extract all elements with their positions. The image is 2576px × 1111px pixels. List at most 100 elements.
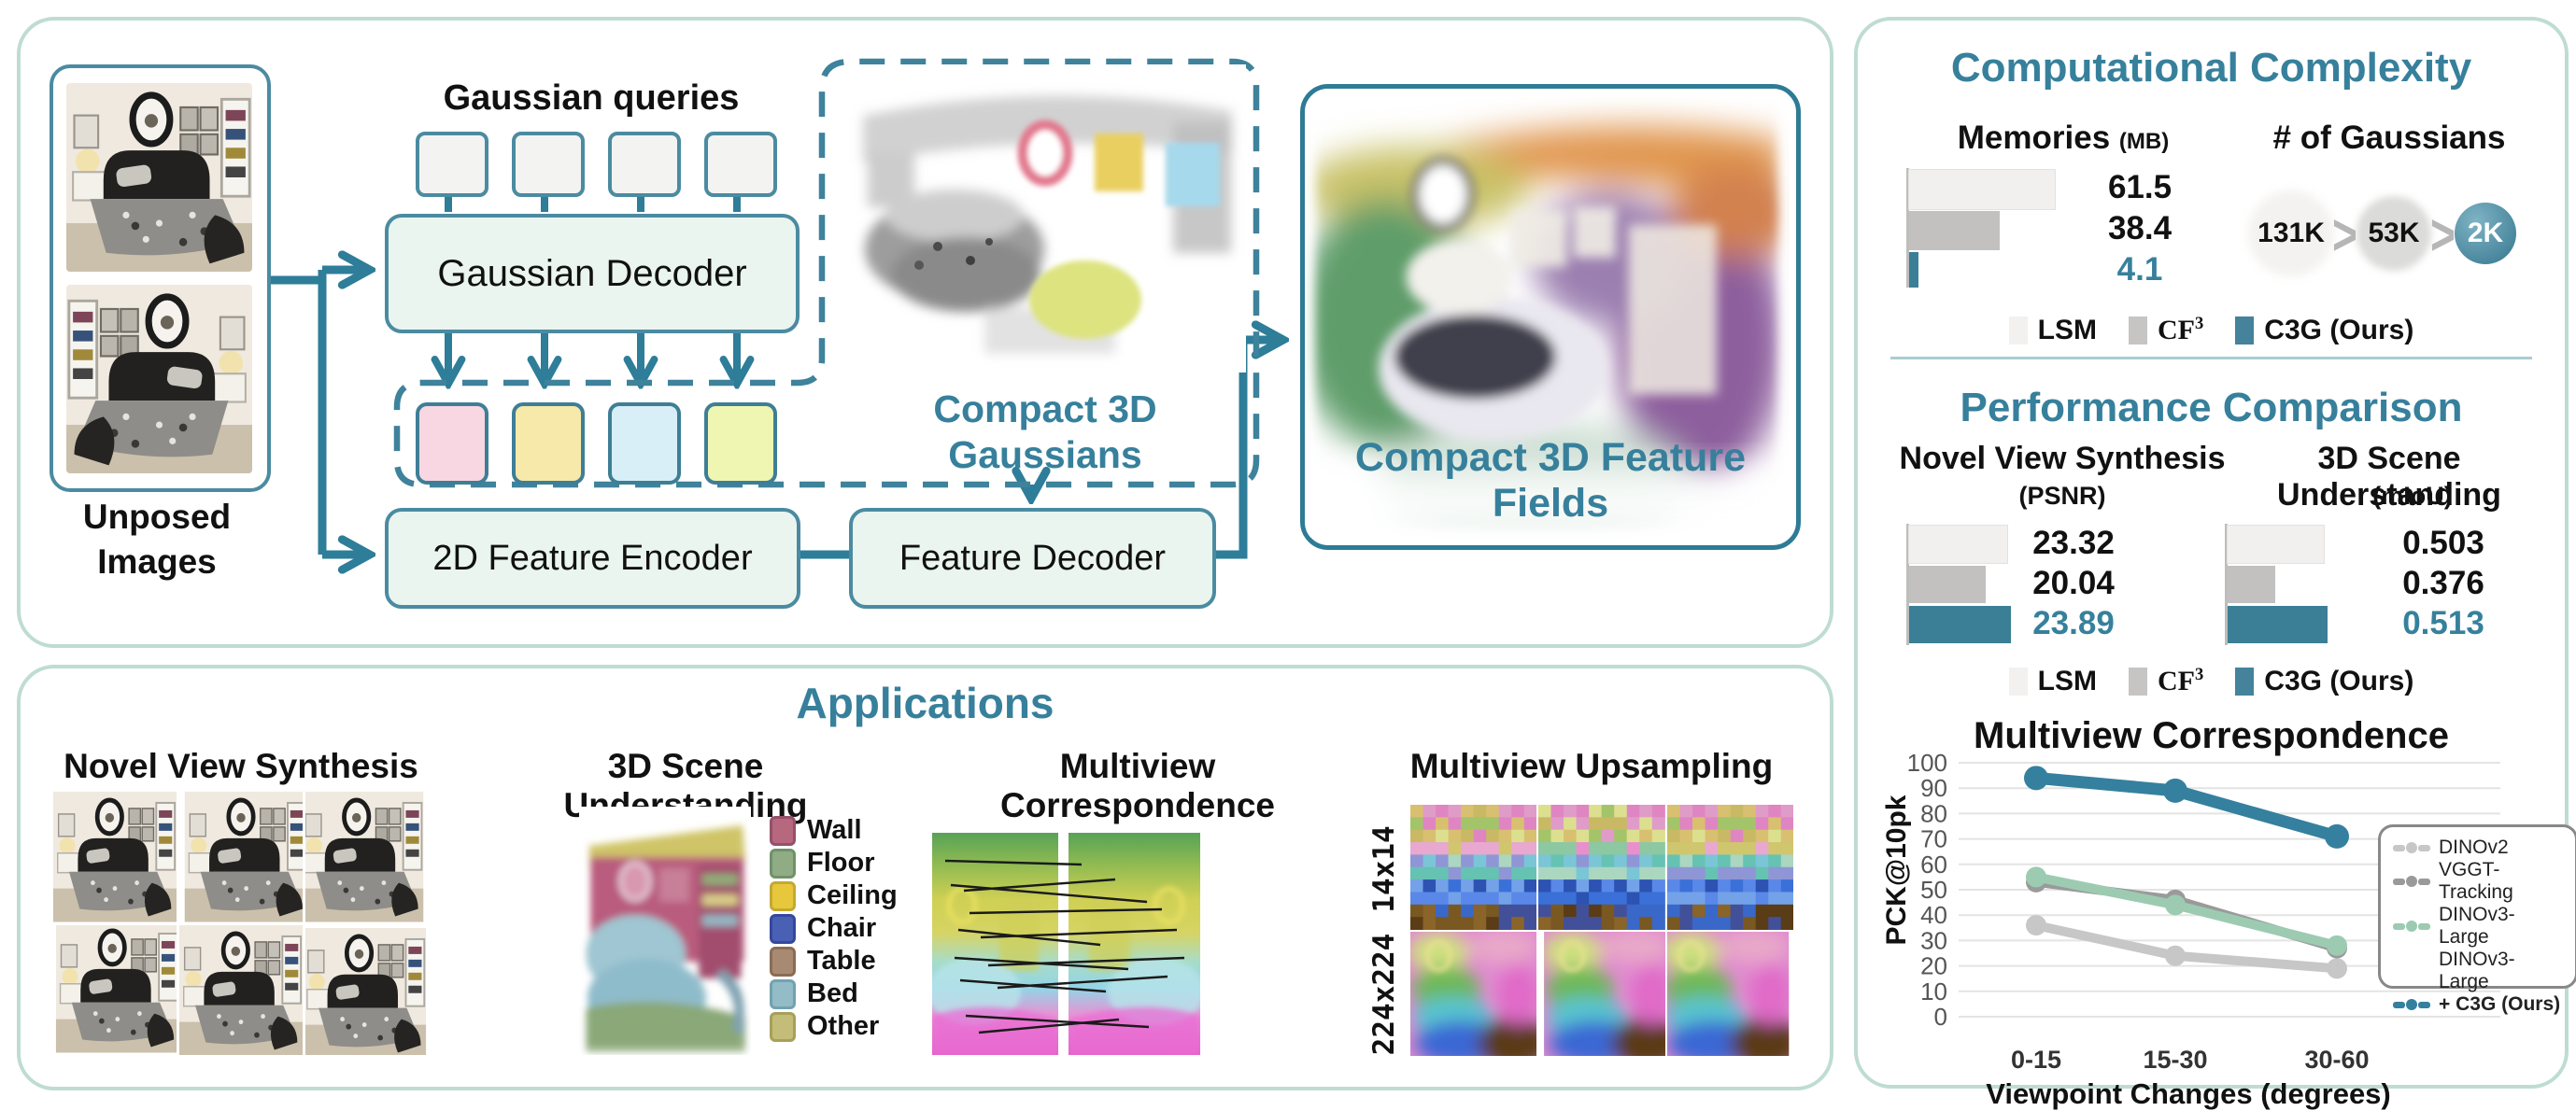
unposed-photo-2	[66, 285, 252, 473]
svg-text:0: 0	[1934, 1003, 1947, 1031]
multiview-ylabel: PCK@10pk	[1881, 795, 1912, 946]
miou-value-cf3: 0.376	[2402, 565, 2484, 601]
memories-value-c3g: 4.1	[2116, 251, 2163, 288]
legend-item-bed: Bed	[770, 977, 898, 1010]
gaussian-decoder-box: Gaussian Decoder	[385, 214, 800, 333]
feature-encoder-box: 2D Feature Encoder	[385, 508, 800, 609]
memories-value-lsm: 61.5	[2107, 169, 2173, 205]
gaussian-query-token	[512, 132, 585, 197]
svg-text:20: 20	[1920, 952, 1947, 980]
svg-text:0-15: 0-15	[2011, 1046, 2061, 1074]
legend-item-c3g: C3G (Ours)	[2235, 315, 2413, 346]
miou-value-lsm: 0.503	[2402, 525, 2484, 561]
legend-item-cf3: CF3	[2129, 314, 2203, 346]
nvs-view	[53, 792, 177, 922]
nvs-view	[179, 792, 303, 922]
chevron-icon: >	[2332, 201, 2357, 268]
legend-item-vggt: VGGT-Tracking	[2392, 859, 2564, 904]
svg-text:80: 80	[1920, 799, 1947, 827]
upsampled-14x14	[1410, 805, 1537, 930]
multiview-xlabel: Viewpoint Changes (degrees)	[1986, 1077, 2391, 1110]
gaussians-circle-c3g	[2455, 203, 2516, 264]
svg-text:30-60: 30-60	[2304, 1046, 2369, 1074]
psnr-bar-cf3	[1909, 566, 1987, 603]
methods-legend-top: LSM CF3 C3G (Ours)	[1858, 314, 2565, 346]
scene-metric: (mIoU)	[2372, 482, 2453, 510]
gaussian-token-yellow	[512, 402, 585, 485]
segmentation-image	[579, 807, 751, 1055]
upsampled-14x14	[1538, 805, 1665, 930]
complexity-title: Computational Complexity	[1950, 45, 2472, 91]
legend-item-wall: Wall	[770, 814, 898, 847]
chair-swatch	[770, 913, 796, 944]
scene-subtitle: 3D Scene Understanding	[2277, 441, 2501, 513]
compact-fields-label: Compact 3D Feature Fields	[1354, 435, 1747, 526]
line-marker-icon	[2392, 842, 2431, 853]
svg-text:40: 40	[1920, 901, 1947, 929]
performance-title: Performance Comparison	[1960, 385, 2463, 430]
table-swatch	[770, 946, 796, 977]
results-panel: Computational Complexity Memories (MB) #…	[1854, 17, 2576, 1110]
psnr-bar-lsm	[1909, 526, 2007, 563]
other-swatch	[770, 1011, 796, 1042]
unposed-images-label: Unposed Images	[82, 498, 232, 582]
gaussian-token-lime	[704, 402, 777, 485]
line-marker-icon	[2392, 921, 2431, 932]
legend-item-dinov3: DINOv3-Large	[2392, 904, 2564, 949]
svg-text:70: 70	[1920, 825, 1947, 853]
psnr-value-cf3: 20.04	[2032, 565, 2115, 601]
correspondence-match-lines	[944, 859, 1185, 1034]
miou-axis	[2225, 524, 2228, 645]
feature-decoder-box: Feature Decoder	[849, 508, 1216, 609]
nvs-heading: Novel View Synthesis	[64, 747, 418, 785]
gaussians-count-lsm: 131K	[2258, 218, 2325, 248]
nvs-image-grid	[53, 792, 429, 1055]
legend-item-table: Table	[770, 945, 898, 977]
compact-gaussians-label: Compact 3D Gaussians	[933, 387, 1157, 477]
miou-bar-cf3	[2228, 566, 2276, 603]
legend-item-lsm: LSM	[2008, 315, 2097, 346]
gaussians-circle-cf3	[2357, 196, 2431, 271]
upsampled-14x14	[1666, 805, 1793, 930]
legend-item-dinov2: DINOv2	[2392, 837, 2564, 859]
legend-item-other: Other	[770, 1010, 898, 1043]
psnr-bar-c3g	[1909, 606, 2011, 643]
gaussians-heading: # of Gaussians	[2272, 120, 2506, 156]
section-divider	[1890, 357, 2532, 359]
upsampled-224x224	[1410, 932, 1536, 1057]
gaussian-query-token	[416, 132, 488, 197]
bed-swatch	[770, 978, 796, 1009]
memories-axis	[1906, 168, 1909, 288]
upsampled-224x224	[1667, 932, 1793, 1057]
miou-bar-c3g	[2228, 606, 2328, 643]
psnr-value-lsm: 23.32	[2032, 525, 2115, 561]
legend-item-ceiling: Ceiling	[770, 879, 898, 912]
svg-text:100: 100	[1907, 749, 1947, 777]
legend-item-chair: Chair	[770, 912, 898, 945]
applications-title: Applications	[796, 679, 1054, 727]
psnr-value-c3g: 23.89	[2032, 605, 2115, 641]
nvs-view	[179, 925, 303, 1056]
memories-bar-c3g	[1909, 252, 1919, 288]
floor-swatch	[770, 848, 796, 879]
svg-text:10: 10	[1920, 977, 1947, 1006]
miou-bar-lsm	[2228, 526, 2325, 563]
memories-bar-lsm	[1909, 170, 2056, 209]
segmentation-legend: Wall Floor Ceiling Chair Table Bed Other	[770, 814, 898, 1043]
svg-text:60: 60	[1920, 851, 1947, 879]
gaussian-query-token	[608, 132, 681, 197]
compact-gaussians-image	[844, 64, 1246, 373]
psnr-axis	[1906, 524, 1909, 645]
upsampling-row-label-224: 224x224	[1367, 933, 1401, 1056]
upsampling-grid	[1410, 805, 1793, 1056]
gaussian-query-token	[704, 132, 777, 197]
miou-value-c3g: 0.513	[2402, 605, 2484, 641]
upsampling-heading: Multiview Upsampling	[1409, 747, 1774, 785]
upsampled-224x224	[1538, 932, 1664, 1057]
chevron-icon: >	[2430, 201, 2456, 268]
memories-heading: Memories (MB)	[1957, 120, 2170, 156]
multiview-chart-title: Multiview Correspondence	[1974, 715, 2449, 756]
legend-item-cf3: CF3	[2129, 665, 2203, 697]
memories-bar-cf3	[1909, 211, 2001, 250]
